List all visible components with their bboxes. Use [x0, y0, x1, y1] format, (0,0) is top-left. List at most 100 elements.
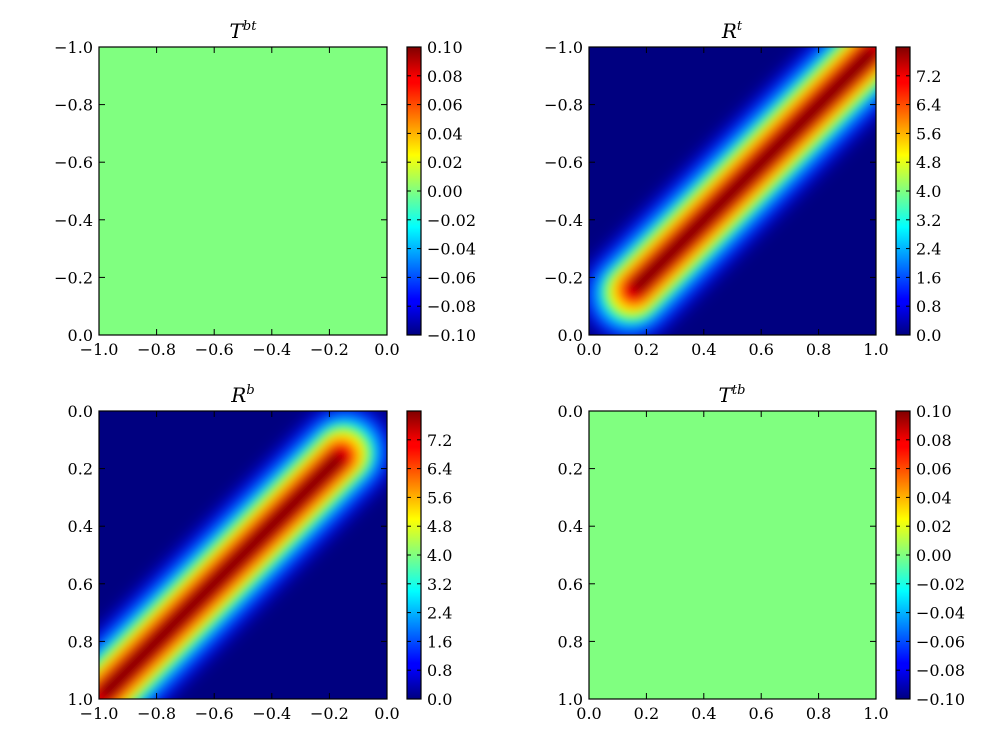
y-axis: 0.0 0.2 0.4 0.6 0.8 1.0: [68, 402, 387, 709]
colorbar: [896, 411, 910, 699]
colorbar-tick-label: 0.0: [916, 326, 941, 345]
x-tick-label: 0.0: [576, 340, 601, 359]
y-tick-label: −1.0: [544, 38, 583, 57]
y-tick-label: −0.8: [544, 96, 583, 115]
colorbar-tick-label: 0.02: [427, 153, 463, 172]
panel-r-t: 0.0 0.2 0.4 0.6 0.8 1.0 −1.0−0.8−0.6−0.4−0.20…: [544, 19, 941, 359]
y-tick-label: 0.0: [558, 402, 583, 421]
colorbar-tick-label: 2.4: [916, 240, 941, 259]
colorbar-tick-label: 0.8: [916, 297, 941, 316]
colorbar-tick-label: 0.08: [427, 67, 463, 86]
y-tick-label: 1.0: [68, 690, 93, 709]
x-tick-label: 0.8: [806, 704, 831, 723]
y-tick-label: 0.6: [558, 575, 583, 594]
colorbar: [407, 411, 421, 699]
colorbar-tick-label: −0.10: [916, 690, 965, 709]
panel-t-bt: −1.0 −0.8 −0.6 −0.4 −0.2 0.0 −1.0 −0.8 −0.6 −0.4…: [54, 19, 476, 359]
colorbar-tick-label: 0.04: [427, 124, 463, 143]
heatmap-area: [589, 411, 876, 699]
y-tick-label: 0.2: [558, 460, 583, 479]
colorbar-tick-label: 0.06: [916, 460, 952, 479]
x-tick-label: −0.2: [310, 340, 349, 359]
colorbar-ticks: 7.2 6.4 5.6 4.8 4.0 3.2 2.4 1.6 0.8 0.0: [896, 67, 941, 345]
y-tick-label: 0.2: [68, 460, 93, 479]
y-tick-label: 0.4: [68, 517, 93, 536]
colorbar-tick-label: 1.6: [427, 632, 452, 651]
x-tick-label: −0.4: [252, 340, 291, 359]
x-tick-label: 1.0: [863, 340, 888, 359]
colorbar-tick-label: 4.8: [427, 517, 452, 536]
y-tick-label: −0.4: [544, 211, 583, 230]
x-axis: 0.0 0.2 0.4 0.6 0.8 1.0: [576, 411, 889, 723]
colorbar-tick-label: 0.06: [427, 96, 463, 115]
x-tick-label: 0.2: [634, 704, 659, 723]
x-tick-label: 0.0: [374, 704, 399, 723]
x-tick-label: −1.0: [80, 704, 119, 723]
colorbar-tick-label: −0.04: [427, 240, 476, 259]
colorbar-ticks: 0.10 0.08 0.06 0.04 0.02 0.00 −0.02 −0.04 −0.06 −…: [896, 402, 965, 709]
colorbar-tick-label: 0.00: [916, 546, 952, 565]
panel-title: Ttb: [719, 383, 746, 407]
x-axis: −1.0 −0.8 −0.6 −0.4 −0.2 0.0: [80, 411, 400, 723]
colorbar-tick-label: 0.00: [427, 182, 463, 201]
heatmap-area: [99, 47, 387, 335]
colorbar-tick-label: 0.10: [916, 402, 952, 421]
x-tick-label: −1.0: [80, 340, 119, 359]
y-tick-label: 0.6: [68, 575, 93, 594]
y-axis: −1.0 −0.8 −0.6 −0.4 −0.2 0.0: [544, 38, 876, 345]
x-tick-label: 0.8: [806, 340, 831, 359]
colorbar-tick-label: 7.2: [427, 431, 452, 450]
x-tick-label: 0.6: [748, 340, 773, 359]
colorbar-tick-label: −0.04: [916, 604, 965, 623]
y-tick-label: 0.8: [558, 632, 583, 651]
x-tick-label: 0.0: [374, 340, 399, 359]
x-tick-label: 0.0: [576, 704, 601, 723]
x-tick-label: 1.0: [863, 704, 888, 723]
panel-title: Tbt: [230, 19, 258, 43]
colorbar-tick-label: −0.08: [427, 297, 476, 316]
y-tick-label: 0.8: [68, 632, 93, 651]
colorbar-tick-label: 5.6: [427, 488, 452, 507]
panel-t-tb: 0.0 0.2 0.4 0.6 0.8 1.0 0.0 0.2 0.4 0.6 0.8 1.0 Tt…: [558, 383, 965, 723]
y-tick-label: 0.0: [68, 326, 93, 345]
y-axis: 0.0 0.2 0.4 0.6 0.8 1.0: [558, 402, 876, 709]
colorbar-tick-label: 4.8: [916, 153, 941, 172]
colorbar-tick-label: 3.2: [916, 211, 941, 230]
x-tick-label: 0.6: [748, 704, 773, 723]
x-tick-label: −0.4: [252, 704, 291, 723]
colorbar-tick-label: 7.2: [916, 67, 941, 86]
x-tick-label: −0.8: [137, 340, 176, 359]
y-tick-label: 0.4: [558, 517, 583, 536]
panel-title: Rt: [721, 19, 743, 43]
y-tick-label: −0.6: [54, 153, 93, 172]
y-tick-label: 1.0: [558, 690, 583, 709]
colorbar-tick-label: −0.10: [427, 326, 476, 345]
y-tick-label: −0.2: [54, 268, 93, 287]
x-tick-label: −0.6: [195, 340, 234, 359]
x-axis: −1.0 −0.8 −0.6 −0.4 −0.2 0.0: [80, 47, 400, 359]
colorbar-tick-label: 0.04: [916, 488, 952, 507]
colorbar-tick-label: −0.02: [916, 575, 965, 594]
colorbar-tick-label: 3.2: [427, 575, 452, 594]
colorbar-tick-label: −0.02: [427, 211, 476, 230]
y-tick-label: −1.0: [54, 38, 93, 57]
colorbar-tick-label: −0.06: [916, 632, 965, 651]
colorbar: [407, 47, 421, 335]
colorbar-tick-label: 2.4: [427, 604, 452, 623]
y-tick-label: −0.8: [54, 96, 93, 115]
colorbar-tick-label: 0.0: [427, 690, 452, 709]
colorbar-tick-label: −0.06: [427, 268, 476, 287]
colorbar-tick-label: 0.10: [427, 38, 463, 57]
y-axis: −1.0 −0.8 −0.6 −0.4 −0.2 0.0: [54, 38, 387, 345]
colorbar-tick-label: 4.0: [916, 182, 941, 201]
colorbar-tick-label: 5.6: [916, 124, 941, 143]
colorbar-tick-label: 0.08: [916, 431, 952, 450]
x-tick-label: −0.6: [195, 704, 234, 723]
colorbar-tick-label: 6.4: [916, 96, 941, 115]
y-tick-label: −0.2: [544, 268, 583, 287]
x-tick-label: −0.8: [137, 704, 176, 723]
x-tick-label: 0.2: [634, 340, 659, 359]
x-tick-label: 0.4: [691, 704, 716, 723]
colorbar-tick-label: 0.02: [916, 517, 952, 536]
